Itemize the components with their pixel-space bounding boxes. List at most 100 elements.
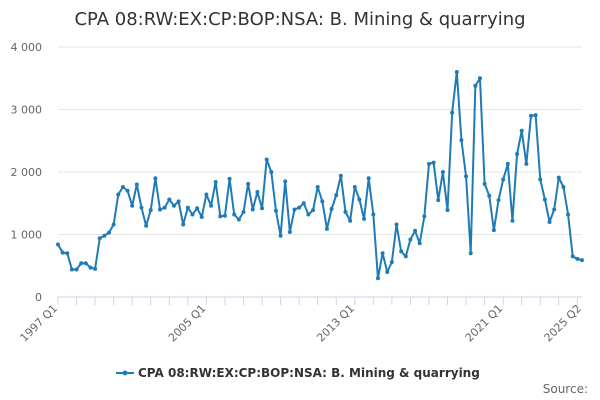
data-point-2021-Q4[interactable] [515, 151, 520, 156]
data-point-2003-Q2[interactable] [171, 203, 176, 208]
data-point-2003-Q1[interactable] [167, 197, 172, 202]
data-point-2001-Q1[interactable] [130, 203, 135, 208]
data-point-2008-Q4[interactable] [273, 208, 278, 213]
data-point-2012-Q1[interactable] [334, 193, 339, 198]
data-point-2020-Q1[interactable] [482, 181, 487, 186]
data-point-2010-Q3[interactable] [306, 212, 311, 217]
data-point-2023-Q1[interactable] [538, 177, 543, 182]
data-point-1997-Q4[interactable] [69, 267, 74, 272]
data-point-2013-Q3[interactable] [362, 216, 367, 221]
data-point-2022-Q1[interactable] [519, 128, 524, 133]
data-point-2016-Q1[interactable] [408, 237, 413, 242]
data-point-2017-Q4[interactable] [440, 170, 445, 174]
data-point-2003-Q4[interactable] [181, 222, 186, 227]
data-point-2016-Q4[interactable] [422, 214, 427, 219]
data-point-2014-Q3[interactable] [380, 251, 385, 256]
data-point-1999-Q2[interactable] [97, 236, 102, 241]
data-point-2004-Q1[interactable] [185, 205, 190, 210]
data-point-2014-Q2[interactable] [375, 276, 380, 281]
data-point-2000-Q4[interactable] [125, 188, 130, 193]
data-point-2000-Q1[interactable] [111, 222, 116, 227]
data-point-1999-Q1[interactable] [93, 266, 98, 271]
data-point-2017-Q2[interactable] [431, 160, 436, 165]
data-point-2018-Q2[interactable] [450, 110, 455, 115]
data-point-2008-Q1[interactable] [260, 206, 265, 211]
data-point-2019-Q2[interactable] [468, 251, 473, 256]
data-point-2008-Q2[interactable] [264, 157, 269, 162]
data-point-1999-Q4[interactable] [107, 230, 112, 235]
data-point-2012-Q3[interactable] [343, 210, 348, 214]
data-point-1998-Q1[interactable] [74, 267, 79, 272]
data-point-2013-Q4[interactable] [366, 176, 371, 181]
data-point-2006-Q2[interactable] [227, 176, 232, 181]
data-point-2000-Q3[interactable] [120, 185, 125, 189]
data-point-2006-Q4[interactable] [236, 217, 241, 222]
data-point-2010-Q4[interactable] [311, 208, 316, 213]
data-point-2018-Q4[interactable] [459, 138, 464, 143]
data-point-2015-Q4[interactable] [403, 254, 408, 259]
data-point-2015-Q3[interactable] [399, 249, 404, 254]
data-point-2007-Q2[interactable] [246, 181, 251, 186]
data-point-2015-Q1[interactable] [389, 260, 394, 264]
data-point-1998-Q4[interactable] [88, 265, 93, 270]
data-point-2023-Q2[interactable] [542, 197, 547, 202]
data-point-2025-Q1[interactable] [575, 256, 580, 261]
data-point-2002-Q4[interactable] [162, 205, 167, 210]
data-point-2009-Q2[interactable] [283, 179, 288, 184]
data-point-2014-Q4[interactable] [385, 270, 390, 274]
data-point-2020-Q2[interactable] [487, 193, 492, 198]
data-point-2017-Q1[interactable] [426, 161, 431, 166]
data-point-2005-Q4[interactable] [218, 214, 223, 219]
data-point-2013-Q2[interactable] [357, 197, 362, 202]
data-point-2016-Q2[interactable] [413, 228, 418, 233]
data-point-2002-Q2[interactable] [153, 176, 158, 181]
data-point-1999-Q3[interactable] [102, 233, 107, 238]
data-point-2000-Q2[interactable] [116, 192, 121, 197]
data-point-2001-Q3[interactable] [139, 205, 144, 210]
data-point-2018-Q3[interactable] [454, 70, 459, 74]
data-point-2021-Q3[interactable] [510, 218, 515, 223]
data-point-2012-Q2[interactable] [338, 173, 343, 178]
data-point-2005-Q1[interactable] [204, 192, 209, 197]
data-point-2011-Q1[interactable] [315, 185, 320, 189]
data-point-2004-Q2[interactable] [190, 212, 195, 217]
data-point-2016-Q3[interactable] [417, 241, 422, 246]
data-point-2008-Q3[interactable] [269, 170, 274, 174]
data-point-2010-Q1[interactable] [297, 205, 302, 210]
data-point-2004-Q3[interactable] [195, 206, 200, 211]
data-point-2022-Q2[interactable] [524, 161, 529, 166]
data-point-1998-Q2[interactable] [79, 261, 84, 266]
data-point-2025-Q2[interactable] [580, 258, 584, 263]
data-point-2024-Q2[interactable] [561, 185, 566, 189]
data-point-2022-Q4[interactable] [533, 113, 538, 118]
data-point-2023-Q3[interactable] [547, 220, 552, 224]
legend[interactable]: CPA 08:RW:EX:CP:BOP:NSA: B. Mining & qua… [116, 366, 480, 380]
data-point-2007-Q3[interactable] [250, 207, 255, 212]
data-point-2019-Q3[interactable] [473, 83, 478, 88]
data-point-2006-Q1[interactable] [222, 213, 227, 218]
data-point-2002-Q3[interactable] [158, 207, 163, 212]
data-point-2021-Q1[interactable] [501, 177, 506, 182]
data-point-2019-Q4[interactable] [477, 76, 482, 81]
data-point-1997-Q1[interactable] [56, 242, 60, 247]
source-label[interactable]: Source: [543, 382, 588, 396]
data-point-1997-Q3[interactable] [65, 251, 70, 256]
data-point-2014-Q1[interactable] [371, 212, 376, 217]
data-point-2021-Q2[interactable] [505, 161, 510, 166]
data-point-2005-Q2[interactable] [209, 203, 214, 208]
data-point-2018-Q1[interactable] [445, 208, 450, 213]
data-point-2005-Q3[interactable] [213, 180, 218, 184]
data-point-2007-Q4[interactable] [255, 190, 260, 194]
data-point-2012-Q4[interactable] [348, 218, 353, 223]
data-point-1998-Q3[interactable] [83, 261, 88, 266]
data-point-2009-Q1[interactable] [278, 233, 283, 238]
data-point-2011-Q4[interactable] [329, 206, 334, 211]
data-point-2009-Q3[interactable] [287, 230, 292, 234]
data-point-2007-Q1[interactable] [241, 210, 246, 214]
data-point-2023-Q4[interactable] [552, 207, 557, 212]
data-point-2001-Q4[interactable] [144, 223, 149, 228]
data-point-2024-Q4[interactable] [570, 254, 575, 259]
data-point-2013-Q1[interactable] [352, 185, 357, 189]
data-point-1997-Q2[interactable] [60, 250, 65, 255]
data-point-2011-Q2[interactable] [320, 199, 325, 204]
